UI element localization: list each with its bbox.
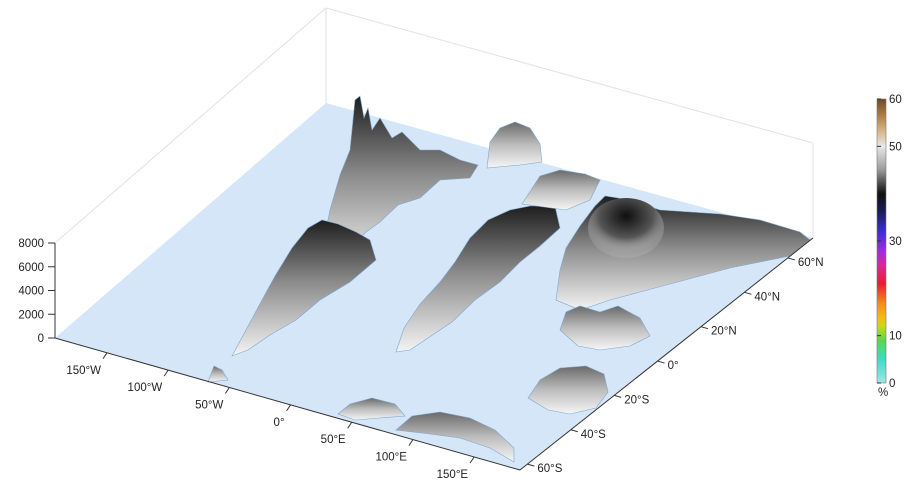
y-tick-label: 20°N [711,326,737,338]
terrain-greenland [486,121,543,169]
colorbar-unit-label: % [878,387,888,399]
z-tick-label: 2000 [18,309,44,321]
y-tick-mark [700,326,709,330]
x-axis-ticks: 150°W 100°W 50°W 0° 50°E 100°E 150°E [66,352,475,481]
y-tick-mark [527,463,535,467]
z-tick-label: 4000 [18,286,44,298]
x-tick-mark [163,369,169,377]
y-tick-label: 0° [668,360,679,372]
y-tick-label: 40°N [754,291,780,303]
x-tick-mark [408,439,414,446]
y-axis-ticks: 60°S 40°S 20°S 0° 20°N 40°N 60°N [527,257,824,475]
terrain-australia [527,365,609,415]
colorbar-tick-label: 0 [889,378,895,390]
terrain-antarctica-east [395,411,515,463]
x-tick-label: 50°E [321,434,346,446]
surface-base [55,103,813,470]
x-tick-mark [102,352,108,360]
y-tick-label: 60°N [798,257,824,269]
y-tick-mark [657,360,665,364]
x-axis-line [54,337,521,471]
y-tick-mark [744,291,752,295]
terrain-north-america [317,95,479,271]
y-tick-mark [570,429,578,433]
x-tick-label: 150°W [66,365,101,377]
x-tick-label: 100°E [375,452,407,464]
box-edge [325,7,814,144]
colorbar-ticks: 0 10 30 50 60 [877,94,902,390]
terrain-surface [207,95,811,463]
y-tick-mark [614,394,622,398]
colorbar-tick-label: 60 [889,94,902,106]
y-tick-label: 60°S [537,463,562,475]
x-tick-mark [347,421,353,429]
x-tick-label: 0° [274,417,285,429]
bounding-box [54,7,814,244]
y-axis-line [519,237,814,471]
terrain-central-america [207,365,229,383]
y-tick-label: 40°S [581,429,606,441]
colorbar-tick-label: 30 [889,236,902,248]
y-tick-label: 20°S [624,394,649,406]
terrain-southeast-asia [559,305,651,351]
x-tick-mark [286,404,291,412]
x-tick-label: 100°W [128,382,163,394]
terrain-south-america [231,219,377,357]
colorbar-tick-label: 10 [889,331,902,343]
x-tick-label: 150°E [437,469,469,481]
z-tick-label: 8000 [18,238,44,250]
terrain-himalaya-peak [588,198,664,258]
y-tick-mark [787,257,795,261]
colorbar: 0 10 30 50 60 % [876,94,902,399]
z-tick-label: 0 [38,333,44,345]
x-tick-mark [224,387,230,394]
colorbar-tick-label: 50 [889,141,902,153]
box-edge [54,7,327,244]
x-tick-label: 50°W [195,400,223,412]
z-axis-ticks: 0 2000 4000 6000 8000 [18,238,55,345]
x-tick-mark [469,456,475,464]
terrain-europe [521,169,601,211]
terrain-antarctica-west [337,397,406,421]
z-tick-label: 6000 [18,262,44,274]
